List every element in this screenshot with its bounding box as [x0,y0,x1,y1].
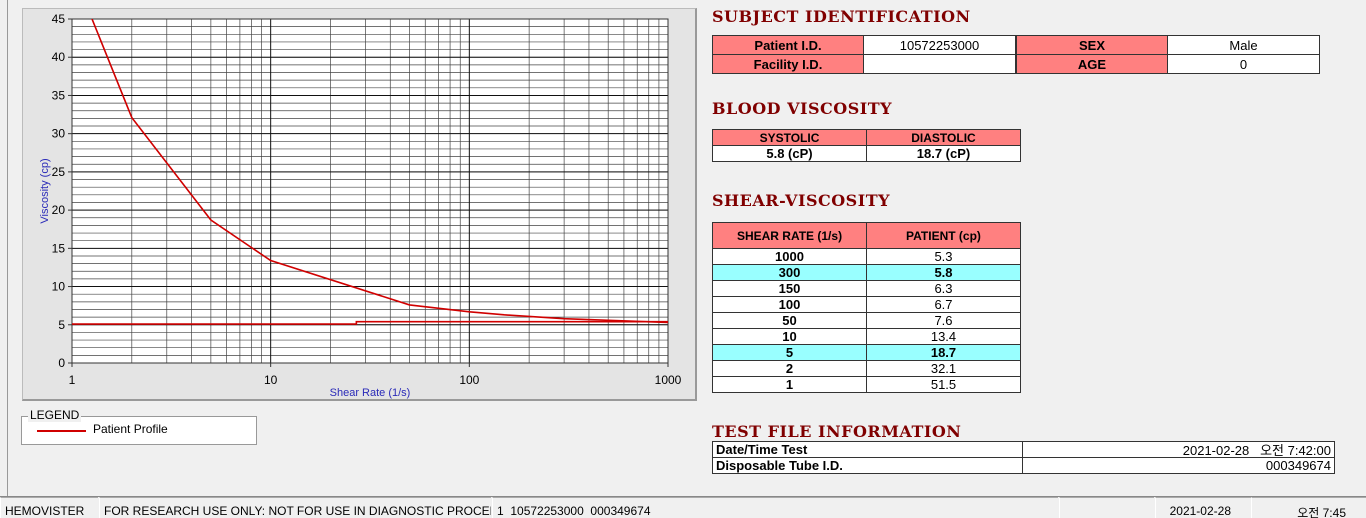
table-cell: 5.8 (cP) [712,145,867,162]
field-value: Male [1167,35,1320,55]
table-cell: 6.7 [866,296,1021,313]
status-bar [0,496,1366,518]
field-value [863,54,1016,74]
field-value: 2021-02-28 오전 7:42:00 [1022,441,1335,458]
field-label: AGE [1016,54,1168,74]
section-title: BLOOD VISCOSITY [712,99,893,118]
field-label: Facility I.D. [712,54,864,74]
status-field: 오전 7:45 [1251,497,1366,518]
field-label: Disposable Tube I.D. [712,457,1023,474]
x-tick-label: 100 [459,373,479,387]
y-tick-label: 15 [52,241,66,255]
section-title: SUBJECT IDENTIFICATION [712,7,971,26]
section-title: TEST FILE INFORMATION [712,422,962,441]
chart: 0 5 10 15 20 25 30 35 40 45 1 10 100 1000 Shear Rate (… [39,12,682,399]
table-cell: 18.7 [866,344,1021,361]
x-tick-label: 1 [69,373,76,387]
table-cell: 13.4 [866,328,1021,345]
x-tick-label: 10 [264,373,278,387]
y-axis-label: Viscosity (cp) [39,158,51,223]
table-header: SYSTOLIC [712,129,867,146]
table-header: SHEAR RATE (1/s) [712,222,867,249]
y-tick-label: 20 [52,203,66,217]
table-header: PATIENT (cp) [866,222,1021,249]
x-tick-label: 1000 [655,373,682,387]
table-cell: 2 [712,360,867,377]
status-field: FOR RESEARCH USE ONLY: NOT FOR USE IN DI… [99,497,491,518]
status-field [1059,497,1154,518]
table-cell: 7.6 [866,312,1021,329]
table-cell: 5 [712,344,867,361]
y-tick-label: 25 [52,165,66,179]
section-title: SHEAR-VISCOSITY [712,191,891,210]
y-tick-label: 45 [52,12,66,26]
plot-area [72,19,668,363]
field-value: 10572253000 [863,35,1016,55]
table-cell: 50 [712,312,867,329]
table-cell: 5.8 [866,264,1021,281]
table-cell: 300 [712,264,867,281]
legend-label: Patient Profile [93,422,168,436]
series-line [72,320,668,325]
y-tick-label: 5 [58,318,65,332]
x-axis-label: Shear Rate (1/s) [330,387,411,399]
table-cell: 32.1 [866,360,1021,377]
table-cell: 51.5 [866,376,1021,393]
window-edge [0,0,8,497]
table-cell: 100 [712,296,867,313]
field-value: 000349674 [1022,457,1335,474]
table-cell: 1000 [712,248,867,265]
table-cell: 10 [712,328,867,345]
y-tick-label: 35 [52,88,66,102]
legend-title: LEGEND [28,408,82,422]
field-value: 0 [1167,54,1320,74]
status-field: HEMOVISTER [0,497,98,518]
table-cell: 5.3 [866,248,1021,265]
status-field: 2021-02-28 [1155,497,1251,518]
table-cell: 6.3 [866,280,1021,297]
table-cell: 18.7 (cP) [866,145,1021,162]
y-tick-label: 10 [52,280,66,294]
table-cell: 150 [712,280,867,297]
field-label: Date/Time Test [712,441,1023,458]
series-line [91,19,668,324]
table-header: DIASTOLIC [866,129,1021,146]
legend-swatch [37,430,86,432]
y-tick-label: 30 [52,127,66,141]
field-label: SEX [1016,35,1168,55]
plot-border [71,18,669,364]
table-cell: 1 [712,376,867,393]
y-tick-label: 40 [52,50,66,64]
status-field: 1 10572253000 000349674 [492,497,1058,518]
field-label: Patient I.D. [712,35,864,55]
y-tick-label: 0 [58,356,65,370]
